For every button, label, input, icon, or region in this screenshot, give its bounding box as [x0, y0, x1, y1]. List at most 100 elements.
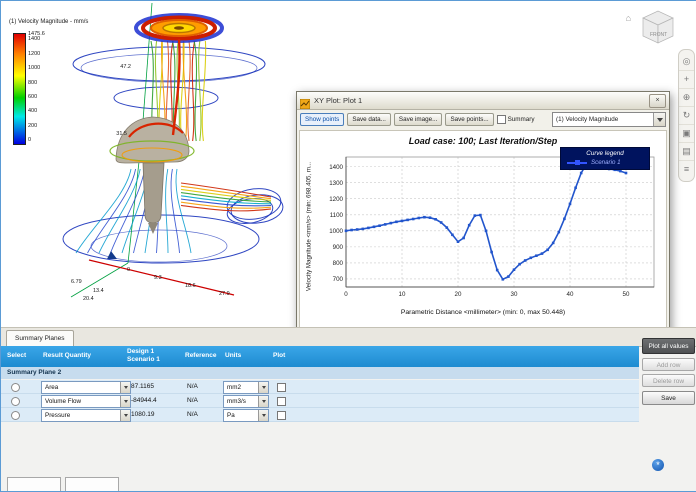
chevron-down-icon: [653, 113, 665, 126]
streamlines: [75, 40, 272, 254]
save-data-button[interactable]: Save data...: [347, 113, 391, 126]
reference-value: N/A: [187, 383, 198, 390]
view-cube-front-label: FRONT: [650, 32, 667, 38]
add-row-button[interactable]: Add row: [642, 358, 695, 371]
save-button[interactable]: Save: [642, 391, 695, 405]
table-header: Select Result Quantity Design 1 Scenario…: [1, 346, 639, 367]
column-plot: Plot: [273, 352, 286, 359]
column-units: Units: [225, 352, 242, 359]
orbit-icon[interactable]: ↻: [679, 107, 694, 125]
reference-value: N/A: [187, 397, 198, 404]
svg-text:700: 700: [333, 276, 344, 283]
series-marker-icon: [567, 160, 587, 165]
scenario-value: -84944.4: [131, 397, 157, 404]
tab-summary-planes[interactable]: Summary Planes: [6, 330, 74, 346]
measurement-label: 0: [127, 267, 130, 273]
plot-checkbox[interactable]: [277, 397, 286, 406]
chevron-down-icon: [120, 410, 130, 421]
summary-checkbox-label: Summary: [507, 116, 535, 123]
viewport-3d[interactable]: 47.2 31.5 6.79 13.4 20.4 0 9.3 18.6 27.9: [31, 1, 331, 321]
chevron-down-icon: [120, 396, 130, 407]
legend-tick: 200: [28, 122, 38, 129]
svg-text:1300: 1300: [329, 180, 343, 187]
svg-text:30: 30: [511, 291, 518, 298]
column-design-scenario: Design 1 Scenario 1: [127, 348, 160, 363]
chevron-down-icon: [258, 382, 268, 393]
plot-checkbox[interactable]: [277, 411, 286, 420]
home-icon[interactable]: ⌂: [625, 13, 631, 23]
measurement-label: 47.2: [120, 64, 131, 70]
row-select-radio[interactable]: [11, 411, 20, 420]
svg-text:1200: 1200: [329, 196, 343, 203]
appearance-icon[interactable]: ▤: [679, 143, 694, 161]
chevron-down-icon: [258, 396, 268, 407]
curve-legend: Curve legend Scenario 1: [560, 147, 650, 170]
status-box[interactable]: [7, 477, 61, 491]
result-quantity-select[interactable]: Area: [41, 381, 131, 394]
result-quantity-dropdown[interactable]: (1) Velocity Magnitude: [552, 112, 666, 127]
plot-canvas[interactable]: Load case: 100; Last Iteration/Step Velo…: [299, 130, 667, 338]
inlet-swirl: [134, 13, 224, 43]
units-select[interactable]: mm3/s: [223, 395, 269, 408]
plot-all-values-button[interactable]: Plot all values: [642, 338, 695, 354]
result-quantity-select[interactable]: Volume Flow: [41, 395, 131, 408]
svg-text:10: 10: [399, 291, 406, 298]
result-quantity-dropdown-value: (1) Velocity Magnitude: [556, 116, 619, 123]
viewcube-small-icon[interactable]: ▣: [679, 125, 694, 143]
summary-panel: Summary Planes Select Result Quantity De…: [1, 327, 696, 491]
result-quantity-select[interactable]: Pressure: [41, 409, 131, 422]
svg-text:1100: 1100: [330, 212, 344, 219]
legend-tick: 600: [28, 93, 38, 100]
save-points-button[interactable]: Save points...: [445, 113, 494, 126]
summary-checkbox[interactable]: [496, 115, 506, 124]
help-icon[interactable]: *: [652, 459, 664, 471]
view-cube[interactable]: FRONT: [635, 6, 681, 48]
pan-icon[interactable]: +: [679, 71, 694, 89]
legend-tick: 0: [28, 137, 32, 143]
valve-body: [109, 116, 195, 234]
table-row: Pressure 1080.19 N/A Pa: [1, 408, 639, 422]
xy-plot-window: XY Plot: Plot 1 × Show points Save data.…: [296, 91, 670, 341]
zoom-icon[interactable]: ⊕: [679, 89, 694, 107]
table-row: Area 87.1165 N/A mm2: [1, 380, 639, 394]
legend-tick: 1000: [28, 65, 41, 72]
xy-window-titlebar[interactable]: XY Plot: Plot 1 ×: [297, 92, 669, 110]
chart-title: Load case: 100; Last Iteration/Step: [408, 136, 558, 146]
close-icon[interactable]: ×: [649, 93, 666, 108]
table-row: Volume Flow -84944.4 N/A mm3/s: [1, 394, 639, 408]
status-box[interactable]: [65, 477, 119, 491]
chart-x-axis-label: Parametric Distance <millimeter> (min: 0…: [400, 309, 566, 316]
scenario-value: 1080.19: [131, 411, 155, 418]
colorbar-ticks: 1475.6 1400 1200 1000 800 600 400 200 0: [28, 31, 62, 145]
save-image-button[interactable]: Save image...: [393, 113, 443, 126]
scenario-value: 87.1165: [131, 383, 155, 390]
legend-tick: 1200: [28, 50, 41, 57]
svg-text:0: 0: [344, 291, 348, 298]
navigation-toolbar: ◎ + ⊕ ↻ ▣ ▤ ≡: [678, 49, 695, 182]
curve-legend-title: Curve legend: [586, 150, 624, 157]
bottom-tabstrip: Summary Planes: [1, 327, 696, 347]
delete-row-button[interactable]: Delete row: [642, 374, 695, 387]
units-select[interactable]: mm2: [223, 381, 269, 394]
show-points-button[interactable]: Show points: [300, 113, 345, 126]
svg-text:1400: 1400: [329, 164, 343, 171]
plot-checkbox[interactable]: [277, 383, 286, 392]
column-result-quantity: Result Quantity: [43, 352, 92, 359]
steering-wheel-icon[interactable]: ◎: [679, 53, 694, 71]
list-icon[interactable]: ≡: [683, 164, 690, 174]
row-select-radio[interactable]: [11, 397, 20, 406]
legend-tick: 800: [28, 79, 38, 86]
row-select-radio[interactable]: [11, 383, 20, 392]
group-row-summary-plane-2: Summary Plane 2: [1, 367, 639, 379]
xy-window-title: XY Plot: Plot 1: [314, 96, 363, 105]
svg-text:20: 20: [455, 291, 462, 298]
measurement-label: 9.3: [154, 275, 162, 281]
measurement-label: 31.5: [116, 131, 127, 137]
units-select[interactable]: Pa: [223, 409, 269, 422]
color-legend-title: (1) Velocity Magnitude - mm/s: [9, 19, 89, 25]
svg-text:40: 40: [567, 291, 574, 298]
xy-toolbar: Show points Save data... Save image... S…: [297, 109, 669, 130]
measurement-label: 20.4: [83, 296, 94, 302]
column-reference: Reference: [185, 352, 217, 359]
